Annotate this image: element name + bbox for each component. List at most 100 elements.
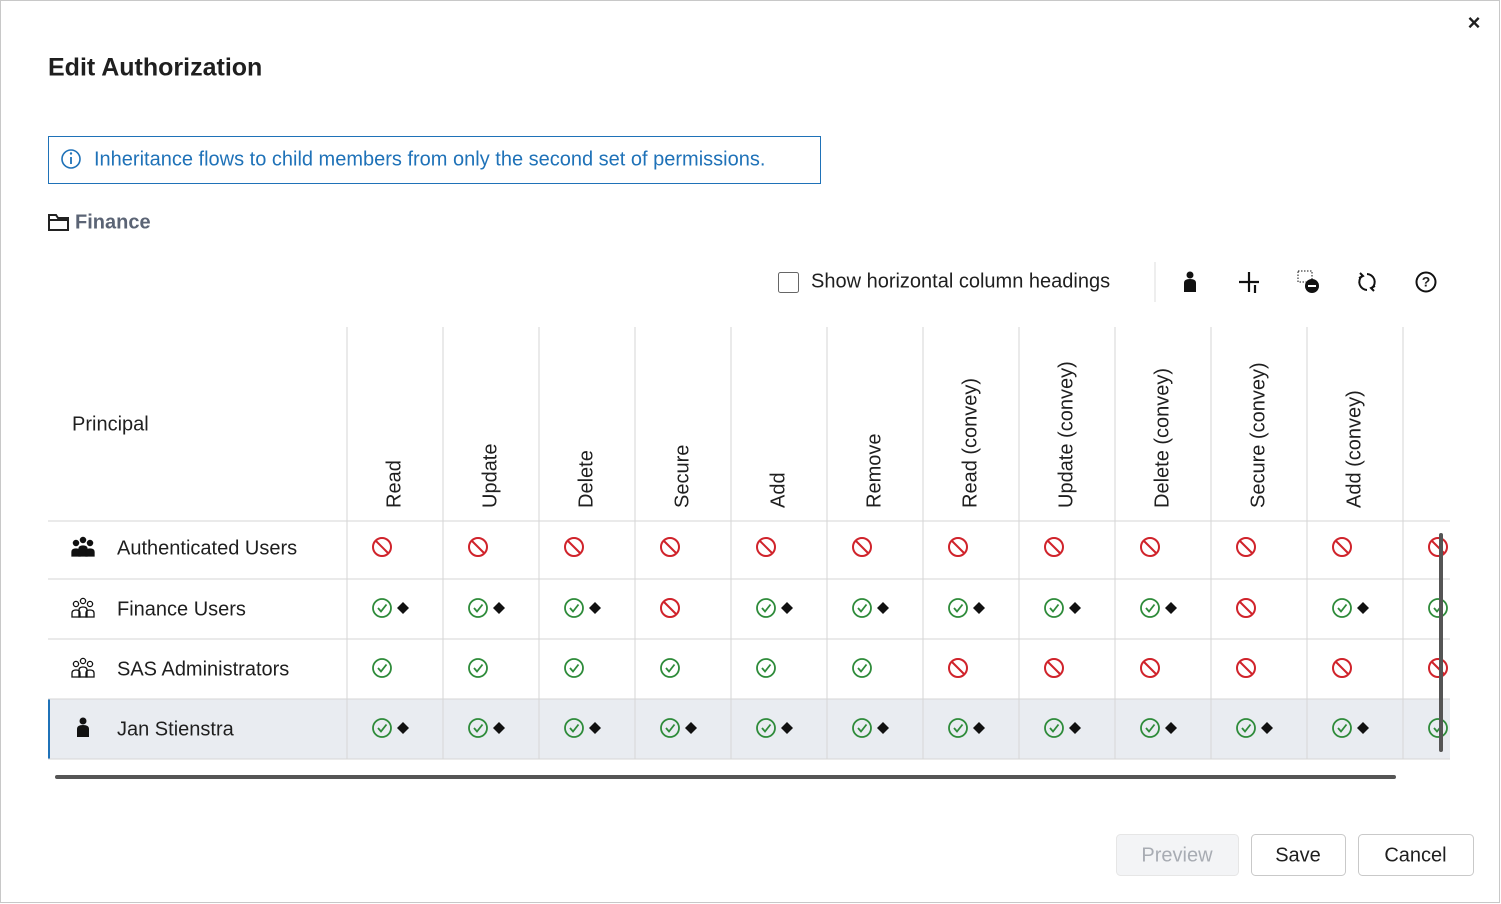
grant-icon xyxy=(857,663,868,673)
conveyed-icon xyxy=(877,722,889,734)
grant-icon xyxy=(377,663,388,673)
close-button[interactable]: × xyxy=(1468,10,1481,35)
conveyed-icon xyxy=(685,722,697,734)
grant-icon xyxy=(473,603,484,613)
group-icon xyxy=(79,597,87,605)
grant-icon xyxy=(852,598,872,618)
grant-icon xyxy=(761,663,772,673)
principal-name[interactable]: SAS Administrators xyxy=(117,658,289,680)
dialog-title: Edit Authorization xyxy=(48,54,262,82)
conveyed-icon xyxy=(877,602,889,614)
checkbox-label[interactable]: Show horizontal column headings xyxy=(811,270,1110,292)
group-icon xyxy=(71,536,95,557)
deny-icon xyxy=(1236,658,1256,678)
grant-icon xyxy=(569,663,580,673)
checkbox[interactable] xyxy=(778,272,799,293)
group-icon xyxy=(78,545,88,557)
group-icon xyxy=(71,597,95,618)
grant-icon xyxy=(660,658,680,678)
grant-icon xyxy=(1140,718,1160,738)
deny-icon xyxy=(1239,540,1253,554)
group-icon xyxy=(86,539,94,547)
column-header: Remove xyxy=(863,434,885,508)
grant-icon xyxy=(1145,723,1156,733)
deny-icon xyxy=(1044,658,1064,678)
conveyed-icon xyxy=(1069,722,1081,734)
reset-button[interactable] xyxy=(1358,272,1376,292)
grant-icon xyxy=(1049,603,1060,613)
grant-icon xyxy=(473,663,484,673)
deny-icon xyxy=(1236,598,1256,618)
conveyed-icon xyxy=(1069,602,1081,614)
deny-icon xyxy=(1428,537,1448,557)
principal-name[interactable]: Jan Stienstra xyxy=(117,718,235,740)
deny-icon xyxy=(1335,661,1349,675)
help-button[interactable]: ? xyxy=(1415,271,1437,293)
deny-icon xyxy=(759,540,773,554)
deny-icon xyxy=(1140,658,1160,678)
deny-icon xyxy=(951,661,965,675)
grant-icon xyxy=(569,723,580,733)
grant-icon xyxy=(377,603,388,613)
grant-icon xyxy=(948,718,968,738)
group-icon xyxy=(72,600,80,608)
deny-icon xyxy=(1047,540,1061,554)
grant-icon xyxy=(948,598,968,618)
principal-name[interactable]: Finance Users xyxy=(117,598,246,620)
conveyed-icon xyxy=(1357,722,1369,734)
group-icon xyxy=(72,539,80,547)
grant-icon xyxy=(1140,598,1160,618)
grant-icon xyxy=(564,718,584,738)
grant-icon xyxy=(564,658,584,678)
group-icon xyxy=(86,600,94,608)
grant-icon xyxy=(1044,598,1064,618)
conveyed-icon xyxy=(589,722,601,734)
grant-icon xyxy=(665,663,676,673)
conveyed-icon xyxy=(397,722,409,734)
grant-icon xyxy=(1044,718,1064,738)
add-principal-button[interactable] xyxy=(1184,271,1196,293)
grant-icon xyxy=(852,718,872,738)
column-header: Delete (convey) xyxy=(1151,368,1173,508)
remove-row-button[interactable] xyxy=(1297,270,1319,293)
principal-name[interactable]: Authenticated Users xyxy=(117,537,297,559)
button-label[interactable]: Save xyxy=(1275,844,1321,866)
grant-icon xyxy=(660,718,680,738)
group-icon xyxy=(85,548,95,557)
grant-icon xyxy=(857,723,868,733)
deny-icon xyxy=(1044,537,1064,557)
conveyed-icon xyxy=(973,722,985,734)
horizontal-scrollbar[interactable] xyxy=(55,775,1396,779)
selected-row xyxy=(48,699,1450,759)
button-label[interactable]: Cancel xyxy=(1384,844,1446,866)
folder-name[interactable]: Finance xyxy=(75,211,151,233)
deny-icon xyxy=(663,540,677,554)
deny-icon xyxy=(852,537,872,557)
deny-icon xyxy=(1332,658,1352,678)
button[interactable] xyxy=(1251,834,1346,876)
button[interactable] xyxy=(1358,834,1474,876)
info-box xyxy=(48,136,821,184)
conveyed-icon xyxy=(1165,722,1177,734)
group-icon xyxy=(78,666,88,678)
column-header: Secure xyxy=(671,445,693,508)
deny-icon xyxy=(1140,537,1160,557)
grant-icon xyxy=(372,598,392,618)
vertical-scrollbar[interactable] xyxy=(1439,533,1443,752)
deny-icon xyxy=(564,537,584,557)
conveyed-icon xyxy=(397,602,409,614)
folder-icon xyxy=(48,214,69,231)
group-icon xyxy=(79,657,87,665)
svg-text:?: ? xyxy=(1422,274,1431,290)
add-row-button[interactable] xyxy=(1239,272,1259,293)
column-header: Add xyxy=(767,472,789,508)
grant-icon xyxy=(569,603,580,613)
deny-icon xyxy=(1332,537,1352,557)
deny-icon xyxy=(948,537,968,557)
grant-icon xyxy=(564,598,584,618)
column-header: Add (convey) xyxy=(1343,390,1365,508)
deny-icon xyxy=(660,537,680,557)
grant-icon xyxy=(1332,718,1352,738)
